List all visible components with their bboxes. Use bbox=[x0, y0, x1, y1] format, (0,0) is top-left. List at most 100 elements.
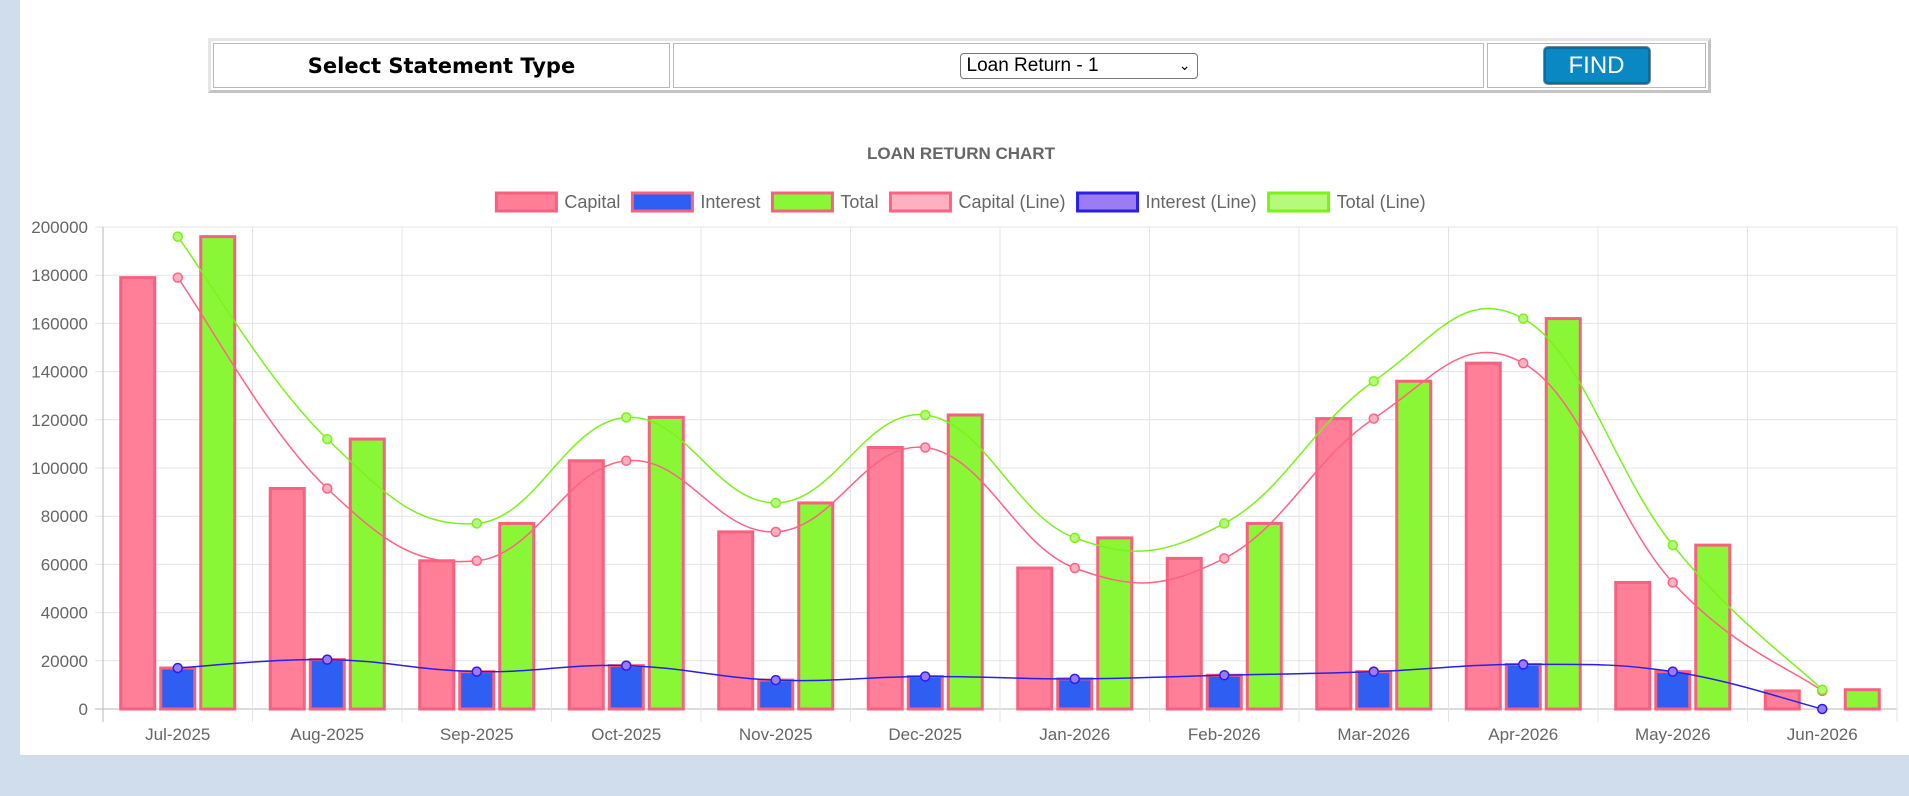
bar-capital bbox=[268, 486, 306, 711]
chart-title: LOAN RETURN CHART bbox=[867, 144, 1056, 163]
filter-label: Select Statement Type bbox=[307, 53, 576, 78]
y-tick-label: 180000 bbox=[31, 266, 88, 285]
legend-label-capital-line[interactable]: Capital (Line) bbox=[958, 192, 1065, 212]
legend-label-total[interactable]: Total bbox=[840, 192, 878, 212]
point-total-line bbox=[471, 518, 482, 529]
legend-label-capital[interactable]: Capital bbox=[564, 192, 620, 212]
bar-total bbox=[1245, 521, 1283, 711]
y-tick-label: 20000 bbox=[41, 652, 88, 671]
point-total-line bbox=[1667, 539, 1678, 551]
point-capital-line bbox=[1069, 562, 1080, 574]
chart-ticks: 0 20000 40000 60000 80000 100000 120000 140000 1… bbox=[31, 218, 1857, 744]
x-tick-label: Oct-2025 bbox=[591, 725, 661, 744]
statement-type-select[interactable]: Loan Return - 1 ⌄ bbox=[959, 52, 1198, 79]
y-tick-label: 80000 bbox=[41, 507, 88, 526]
y-tick-label: 40000 bbox=[41, 604, 88, 623]
x-tick-label: Feb-2026 bbox=[1188, 725, 1261, 744]
y-tick-label: 0 bbox=[79, 700, 88, 719]
point-capital-line bbox=[770, 526, 781, 538]
bar-capital bbox=[1315, 417, 1353, 711]
point-interest-line bbox=[471, 666, 482, 677]
bar-capital bbox=[1464, 361, 1502, 711]
point-capital-line bbox=[1667, 577, 1678, 588]
bar-interest bbox=[308, 658, 346, 711]
point-capital-line bbox=[322, 483, 333, 494]
point-capital-line bbox=[1518, 357, 1529, 369]
bar-interest bbox=[1355, 670, 1393, 711]
bar-total bbox=[1544, 317, 1582, 711]
x-tick-label: Aug-2025 bbox=[290, 725, 364, 744]
point-total-line bbox=[1518, 313, 1529, 324]
point-interest-line bbox=[1069, 673, 1080, 685]
filter-find-cell: FIND bbox=[1487, 43, 1706, 88]
point-interest-line bbox=[1667, 666, 1678, 677]
x-tick-label: Nov-2025 bbox=[739, 725, 813, 744]
legend-swatch-interest-line[interactable] bbox=[1076, 191, 1140, 213]
point-interest-line bbox=[770, 674, 781, 686]
legend-swatch-total[interactable] bbox=[770, 191, 834, 213]
point-capital-line bbox=[1368, 413, 1379, 424]
point-interest-line bbox=[172, 662, 183, 674]
point-interest-line bbox=[1368, 666, 1379, 677]
bar-interest bbox=[1654, 670, 1692, 711]
point-interest-line bbox=[1518, 659, 1529, 670]
bar-total bbox=[1843, 688, 1881, 711]
y-tick-label: 60000 bbox=[41, 555, 88, 574]
legend-label-total-line[interactable]: Total (Line) bbox=[1337, 192, 1426, 212]
y-tick-label: 120000 bbox=[31, 411, 88, 430]
y-tick-label: 160000 bbox=[31, 314, 88, 333]
point-total-line bbox=[1219, 518, 1230, 529]
x-tick-label: Sep-2025 bbox=[440, 725, 514, 744]
point-interest-line bbox=[1219, 670, 1230, 681]
bar-capital bbox=[119, 276, 157, 711]
bar-interest bbox=[159, 666, 197, 711]
legend-label-interest[interactable]: Interest bbox=[700, 192, 760, 212]
x-tick-label: Jan-2026 bbox=[1039, 725, 1110, 744]
bar-total bbox=[946, 413, 984, 711]
y-tick-label: 140000 bbox=[31, 363, 88, 382]
line-capital-line bbox=[177, 277, 1823, 692]
chart-grid bbox=[95, 226, 1898, 722]
point-interest-line bbox=[920, 671, 931, 682]
bar-total bbox=[498, 521, 536, 711]
bar-capital bbox=[567, 459, 605, 711]
point-capital-line bbox=[1219, 553, 1230, 564]
filter-select-cell: Loan Return - 1 ⌄ bbox=[673, 43, 1484, 88]
point-total-line bbox=[1817, 684, 1828, 695]
chart-bars bbox=[119, 235, 1881, 711]
point-interest-line bbox=[621, 660, 632, 671]
statement-filter-bar: Select Statement Type Loan Return - 1 ⌄ … bbox=[208, 38, 1711, 93]
chart-lines bbox=[172, 231, 1828, 715]
point-total-line bbox=[1368, 375, 1379, 387]
x-tick-label: Mar-2026 bbox=[1337, 725, 1410, 744]
point-total-line bbox=[621, 412, 632, 423]
legend-swatch-interest[interactable] bbox=[630, 191, 694, 213]
point-total-line bbox=[770, 497, 781, 509]
point-capital-line bbox=[172, 272, 183, 283]
point-capital-line bbox=[920, 442, 931, 453]
bar-total bbox=[1395, 379, 1433, 711]
bar-total bbox=[797, 501, 835, 711]
bar-total bbox=[647, 415, 685, 711]
bar-capital bbox=[418, 559, 456, 711]
point-total-line bbox=[920, 409, 931, 421]
find-button[interactable]: FIND bbox=[1543, 47, 1650, 84]
legend-swatch-capital[interactable] bbox=[494, 191, 558, 213]
legend-label-interest-line[interactable]: Interest (Line) bbox=[1146, 192, 1257, 212]
bar-interest bbox=[458, 670, 496, 711]
bar-capital bbox=[1165, 556, 1203, 711]
point-interest-line bbox=[322, 654, 333, 665]
legend-swatch-total-line[interactable] bbox=[1267, 191, 1331, 213]
x-tick-label: Dec-2025 bbox=[888, 725, 962, 744]
y-tick-label: 100000 bbox=[31, 459, 88, 478]
bar-capital bbox=[1016, 566, 1054, 711]
x-tick-label: Jun-2026 bbox=[1787, 725, 1858, 744]
chart-legend: Capital Interest Total Capital (Line) Intere… bbox=[494, 191, 1426, 213]
point-total-line bbox=[1069, 532, 1080, 544]
y-tick-label: 200000 bbox=[31, 218, 88, 237]
legend-swatch-capital-line[interactable] bbox=[888, 191, 952, 213]
point-capital-line bbox=[621, 455, 632, 467]
statement-type-value: Loan Return - 1 bbox=[966, 54, 1099, 76]
filter-label-cell: Select Statement Type bbox=[213, 43, 670, 88]
